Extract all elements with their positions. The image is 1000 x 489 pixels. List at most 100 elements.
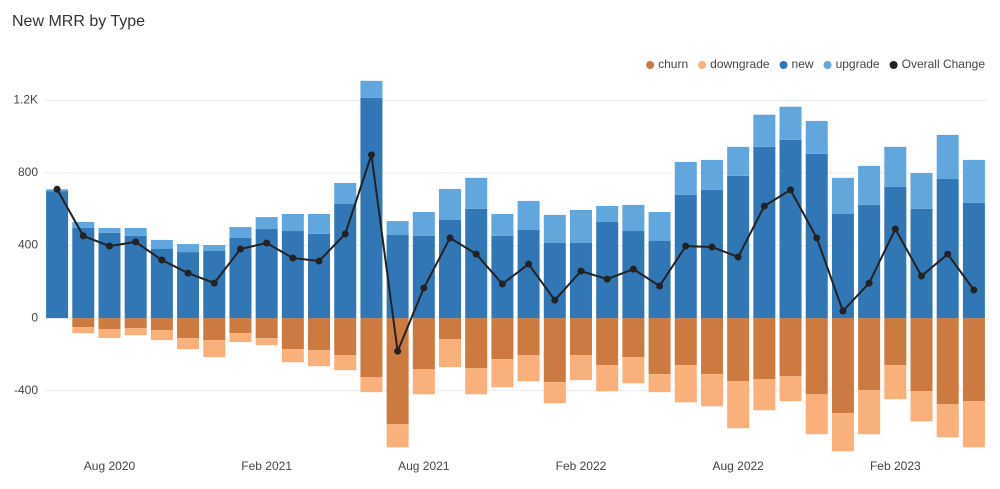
line-point [472,250,480,258]
bar-segment [936,134,959,179]
line-point [787,186,795,194]
bar-segment [622,357,645,384]
bar-segment [334,182,357,204]
bar-segment [412,369,435,395]
bar-segment [700,318,723,375]
x-tick-label: Aug 2022 [712,459,764,473]
bar-segment [569,355,592,381]
bar-segment [98,318,121,329]
line-point [970,286,978,294]
bar-segment [255,318,278,339]
line [56,154,975,355]
line-point [760,202,768,210]
bar-segment [962,159,985,203]
y-tick-label: 1.2K [13,93,38,107]
bar-segment [491,213,514,236]
bar-segment [439,318,462,340]
line-point [708,243,716,251]
line-point [53,185,61,193]
bar-segment [674,365,697,403]
line-point [420,284,428,292]
bar-segment [596,365,619,392]
bar-segment [98,329,121,339]
legend-swatch [823,61,832,69]
bar-segment [674,194,697,319]
line-point [367,151,375,159]
legend-label: churn [658,57,688,71]
bar-segment [412,235,435,319]
bar-segment [177,252,200,319]
bar-segment [229,237,252,319]
bar-segment [334,203,357,319]
bar-segment [229,333,252,343]
bar-segment [334,318,357,356]
line-point [210,279,218,287]
legend-label: upgrade [836,57,880,71]
x-tick-label: Feb 2023 [870,459,921,473]
bar-segment [936,318,959,405]
bar-segment [360,97,383,319]
line-point [682,242,690,250]
line-point [105,242,113,250]
bar-segment [465,368,488,395]
bar-segment [491,235,514,319]
bar-segment [569,318,592,356]
bar-segment [936,404,959,438]
bar-segment [386,221,409,236]
y-tick-label: 800 [18,165,38,179]
legend-label: new [792,57,814,71]
bar-segment [150,239,173,249]
bar-segment [98,232,121,319]
bar-segment [700,189,723,319]
bar-segment [308,213,331,234]
bar-segment [439,339,462,368]
bar-segment [72,227,95,319]
bar-segment [727,381,750,429]
bar-segment [255,338,278,346]
bar-segment [831,177,854,214]
legend-swatch [646,61,655,69]
legend-label: downgrade [710,57,770,71]
bar-segment [596,221,619,319]
bar-segment [386,235,409,319]
line-point [891,225,899,233]
line-point [813,234,821,242]
bar-segment [281,349,304,363]
bar-segment [779,376,802,402]
line-point [289,254,297,262]
bar-segment [805,394,828,435]
bar-segment [412,318,435,370]
line-point [184,269,192,277]
line-point [629,265,637,273]
bar-segment [543,318,566,383]
bar-segment [596,318,619,366]
line-point [498,280,506,288]
bar-segment [124,318,147,329]
bar-segment [517,318,540,356]
line-point [394,347,402,355]
bar-segment [910,172,933,209]
bar-segment [177,244,200,253]
line-point [263,239,271,247]
bar-segment [910,318,933,392]
bar-segment [308,233,331,319]
bar-segment [517,229,540,319]
chart-title: New MRR by Type [12,13,145,30]
bar-segment [936,178,959,319]
bar-segment [753,146,776,319]
bar-segment [177,318,200,339]
bar-segment [491,359,514,388]
bar-segment [203,244,226,251]
bar-segment [674,318,697,366]
bar-segment [858,318,881,391]
bar-segment [858,165,881,205]
bar-segment [622,318,645,358]
bar-segment [255,217,278,230]
line-point [158,256,166,264]
line-point [577,267,585,275]
bar-segment [858,390,881,435]
bar-segment [360,377,383,393]
line-point [79,232,87,240]
legend-swatch [779,61,788,69]
